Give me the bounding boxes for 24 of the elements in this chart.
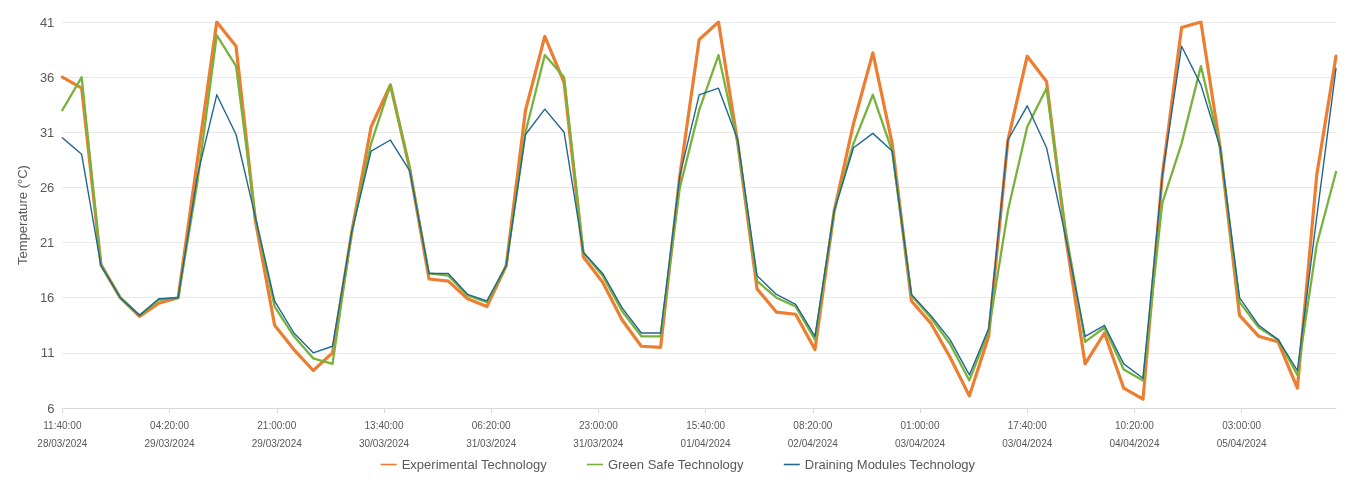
legend-label: Experimental Technology <box>401 457 548 472</box>
legend-label: Draining Modules Technology <box>804 457 976 472</box>
x-tick-label: 15:40:00 01/04/2024 <box>680 419 732 449</box>
x-tick-label: 13:40:00 30/03/2024 <box>358 419 410 449</box>
y-tick-label: 16 <box>39 290 55 306</box>
x-tick-label: 11:40:00 28/03/2024 <box>37 419 88 449</box>
x-tick-label: 04:20:00 29/03/2024 <box>144 419 196 449</box>
legend-label: Green Safe Technology <box>607 457 745 472</box>
x-tick-label: 21:00:00 29/03/2024 <box>251 419 303 449</box>
x-tick-label: 17:40:00 03/04/2024 <box>1002 419 1053 449</box>
y-tick-label: 21 <box>39 235 55 251</box>
x-tick-label: 01:00:00 03/04/2024 <box>895 419 946 449</box>
x-tick-label: 23:00:00 31/03/2024 <box>573 419 624 449</box>
y-tick-label: 41 <box>39 14 55 30</box>
x-tick-label: 10:20:00 04/04/2024 <box>1109 419 1160 449</box>
y-tick-label: 36 <box>39 69 55 85</box>
y-axis-title: Temperature (°C) <box>15 165 30 265</box>
y-tick-label: 6 <box>47 400 55 416</box>
y-tick-label: 11 <box>40 345 55 361</box>
y-tick-label: 26 <box>39 179 55 195</box>
y-tick-label: 31 <box>39 124 55 140</box>
x-tick-label: 03:00:00 05/04/2024 <box>1216 419 1268 449</box>
x-tick-label: 06:20:00 31/03/2024 <box>466 419 517 449</box>
x-tick-label: 08:20:00 02/04/2024 <box>787 419 839 449</box>
